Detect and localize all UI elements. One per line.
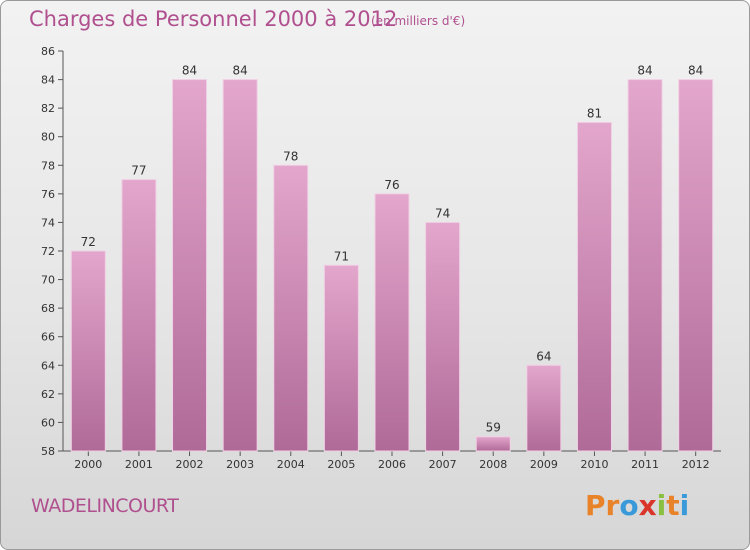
bar-2004 (273, 164, 309, 452)
bar-2001 (121, 179, 157, 452)
data-label: 84 (182, 64, 197, 78)
commune-name: WADELINCOURT (31, 495, 179, 517)
x-tick-label: 2010 (580, 458, 608, 471)
bar-2002 (172, 79, 208, 452)
bar-2010 (576, 121, 612, 452)
data-label: 74 (435, 206, 450, 220)
y-tick-label: 62 (41, 388, 55, 401)
y-tick-label: 68 (41, 302, 55, 315)
chart-subtitle: (en milliers d'€) (371, 14, 466, 28)
data-label: 71 (334, 249, 349, 263)
data-label: 59 (486, 421, 501, 435)
data-label: 64 (536, 349, 551, 363)
x-tick-label: 2003 (226, 458, 254, 471)
x-tick-label: 2006 (378, 458, 406, 471)
bar-2008 (475, 436, 511, 452)
logo-letter: t (666, 489, 680, 522)
bar-2012 (678, 79, 714, 452)
logo-letter: i (679, 489, 690, 522)
data-label: 81 (587, 106, 602, 120)
x-tick-label: 2000 (74, 458, 102, 471)
x-tick-label: 2005 (327, 458, 355, 471)
bar-2007 (425, 221, 461, 452)
y-tick-label: 78 (41, 159, 55, 172)
proxiti-logo[interactable]: Proxiti (585, 489, 689, 522)
data-label: 84 (233, 64, 248, 78)
data-label: 77 (131, 164, 146, 178)
y-tick-label: 80 (41, 131, 55, 144)
y-tick-label: 64 (41, 359, 55, 372)
x-tick-label: 2002 (176, 458, 204, 471)
x-tick-label: 2009 (530, 458, 558, 471)
x-tick-label: 2008 (479, 458, 507, 471)
logo-letter: r (605, 489, 620, 522)
y-tick-label: 70 (41, 274, 55, 287)
y-tick-label: 76 (41, 188, 55, 201)
data-label: 72 (81, 235, 96, 249)
x-tick-label: 2001 (125, 458, 153, 471)
x-tick-label: 2011 (631, 458, 659, 471)
logo-letter: P (585, 489, 606, 522)
bar-2003 (222, 79, 258, 452)
bar-2006 (374, 193, 410, 452)
bar-2009 (526, 364, 562, 452)
bar-2011 (627, 79, 663, 452)
bar-2005 (323, 264, 359, 452)
x-tick-label: 2007 (429, 458, 457, 471)
data-label: 84 (637, 64, 652, 78)
data-label: 76 (384, 178, 399, 192)
logo-letter: i (656, 489, 667, 522)
y-tick-label: 84 (41, 74, 55, 87)
data-label: 84 (688, 64, 703, 78)
data-labels: 72 77 84 84 78 71 76 74 59 64 81 84 84 (81, 64, 704, 435)
y-tick-label: 74 (41, 216, 55, 229)
y-tick-label: 58 (41, 445, 55, 458)
y-tick-label: 82 (41, 102, 55, 115)
chart-title: Charges de Personnel 2000 à 2012 (29, 7, 398, 31)
y-tick-label: 60 (41, 416, 55, 429)
logo-letter: x (638, 489, 657, 522)
data-label: 78 (283, 149, 298, 163)
logo-letter: o (619, 489, 639, 522)
y-tick-label: 72 (41, 245, 55, 258)
x-tick-label: 2012 (682, 458, 710, 471)
x-tick-label: 2004 (277, 458, 305, 471)
y-tick-label: 66 (41, 331, 55, 344)
axes: 58 60 62 64 66 68 70 72 74 76 78 80 82 84 86 2000 2001 20… (41, 45, 721, 471)
y-tick-label: 86 (41, 45, 55, 58)
bar-2000 (70, 250, 106, 452)
bars (70, 79, 714, 452)
